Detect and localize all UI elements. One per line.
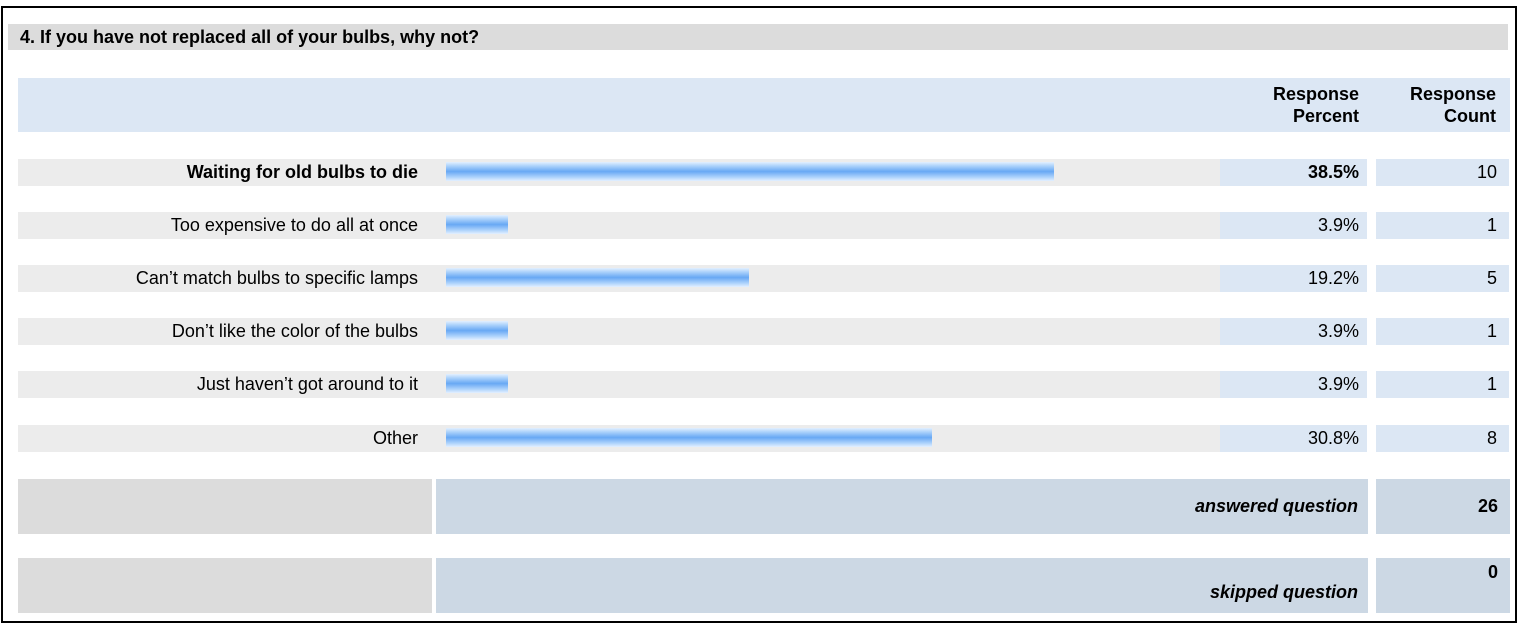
response-count: 1 xyxy=(1376,212,1509,239)
bar-cell xyxy=(436,265,1202,292)
response-count: 1 xyxy=(1376,371,1509,398)
response-count: 8 xyxy=(1376,425,1509,452)
response-percent: 3.9% xyxy=(1220,318,1367,345)
table-header: Response Percent Response Count xyxy=(18,78,1510,132)
response-percent: 3.9% xyxy=(1220,371,1367,398)
question-title: 4. If you have not replaced all of your … xyxy=(8,24,1508,50)
table-row: Just haven’t got around to it 3.9% 1 xyxy=(18,371,1509,398)
row-band xyxy=(18,371,1220,398)
response-bar xyxy=(446,374,508,393)
response-bar xyxy=(446,428,932,447)
response-count: 5 xyxy=(1376,265,1509,292)
answered-question-row: answered question 26 xyxy=(18,479,1510,534)
response-count: 1 xyxy=(1376,318,1509,345)
response-bar xyxy=(446,321,508,340)
response-bar xyxy=(446,215,508,234)
answer-label: Waiting for old bulbs to die xyxy=(186,162,418,182)
table-row: Don’t like the color of the bulbs 3.9% 1 xyxy=(18,318,1509,345)
summary-spacer xyxy=(18,558,432,613)
table-row: Other 30.8% 8 xyxy=(18,425,1509,452)
response-percent-header-line2: Percent xyxy=(1292,106,1359,126)
answer-label: Can’t match bulbs to specific lamps xyxy=(135,268,418,288)
response-percent-header-line1: Response xyxy=(1272,84,1359,104)
table-row: Can’t match bulbs to specific lamps 19.2… xyxy=(18,265,1509,292)
response-percent: 30.8% xyxy=(1220,425,1367,452)
table-row: Too expensive to do all at once 3.9% 1 xyxy=(18,212,1509,239)
response-bar xyxy=(446,162,1054,181)
answered-question-label: answered question xyxy=(436,479,1368,534)
answer-label: Other xyxy=(372,428,418,448)
response-bar xyxy=(446,268,749,287)
header-band xyxy=(18,78,1510,132)
skipped-question-row: skipped question 0 xyxy=(18,558,1510,613)
response-count-header-line1: Response xyxy=(1409,84,1496,104)
response-percent: 38.5% xyxy=(1220,159,1367,186)
table-row: Waiting for old bulbs to die 38.5% 10 xyxy=(18,159,1509,186)
response-count-header: Response Count xyxy=(1375,78,1508,132)
response-percent: 19.2% xyxy=(1220,265,1367,292)
response-percent: 3.9% xyxy=(1220,212,1367,239)
row-band xyxy=(18,318,1220,345)
bar-cell xyxy=(436,425,1202,452)
bar-cell xyxy=(436,318,1202,345)
answered-question-count: 26 xyxy=(1376,479,1510,534)
bar-cell xyxy=(436,159,1202,186)
response-percent-header: Response Percent xyxy=(1219,78,1367,132)
summary-spacer xyxy=(18,479,432,534)
answer-label: Just haven’t got around to it xyxy=(196,374,418,394)
answer-label: Too expensive to do all at once xyxy=(170,215,418,235)
answer-label: Don’t like the color of the bulbs xyxy=(171,321,418,341)
bar-cell xyxy=(436,371,1202,398)
response-count: 10 xyxy=(1376,159,1509,186)
row-band xyxy=(18,212,1220,239)
skipped-question-label: skipped question xyxy=(436,558,1368,613)
bar-cell xyxy=(436,212,1202,239)
survey-frame xyxy=(1,6,1517,623)
response-count-header-line2: Count xyxy=(1444,106,1496,126)
skipped-question-count: 0 xyxy=(1376,558,1510,613)
